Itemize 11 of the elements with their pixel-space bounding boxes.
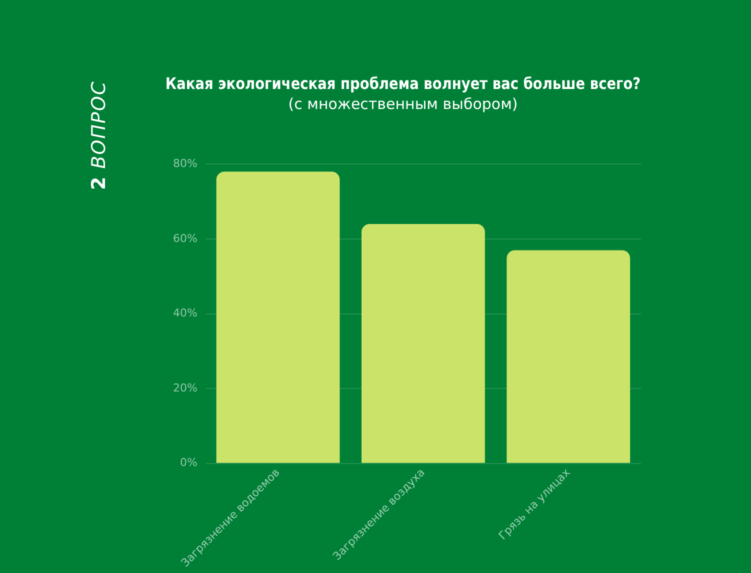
y-tick-label: 0% — [180, 456, 198, 470]
y-tick-label: 20% — [172, 381, 198, 394]
bar — [216, 172, 340, 463]
bar — [506, 250, 630, 463]
chart-title: Какая экологическая проблема волнует вас больше всего? — [165, 74, 641, 94]
y-tick-label: 80% — [172, 157, 198, 170]
y-tick-label: 40% — [172, 306, 198, 320]
chart-subtitle: (с множественным выбором) — [288, 95, 518, 114]
y-tick-label: 60% — [172, 232, 198, 245]
bar — [362, 224, 485, 463]
text: 2 ВОПРОС — [88, 80, 110, 190]
